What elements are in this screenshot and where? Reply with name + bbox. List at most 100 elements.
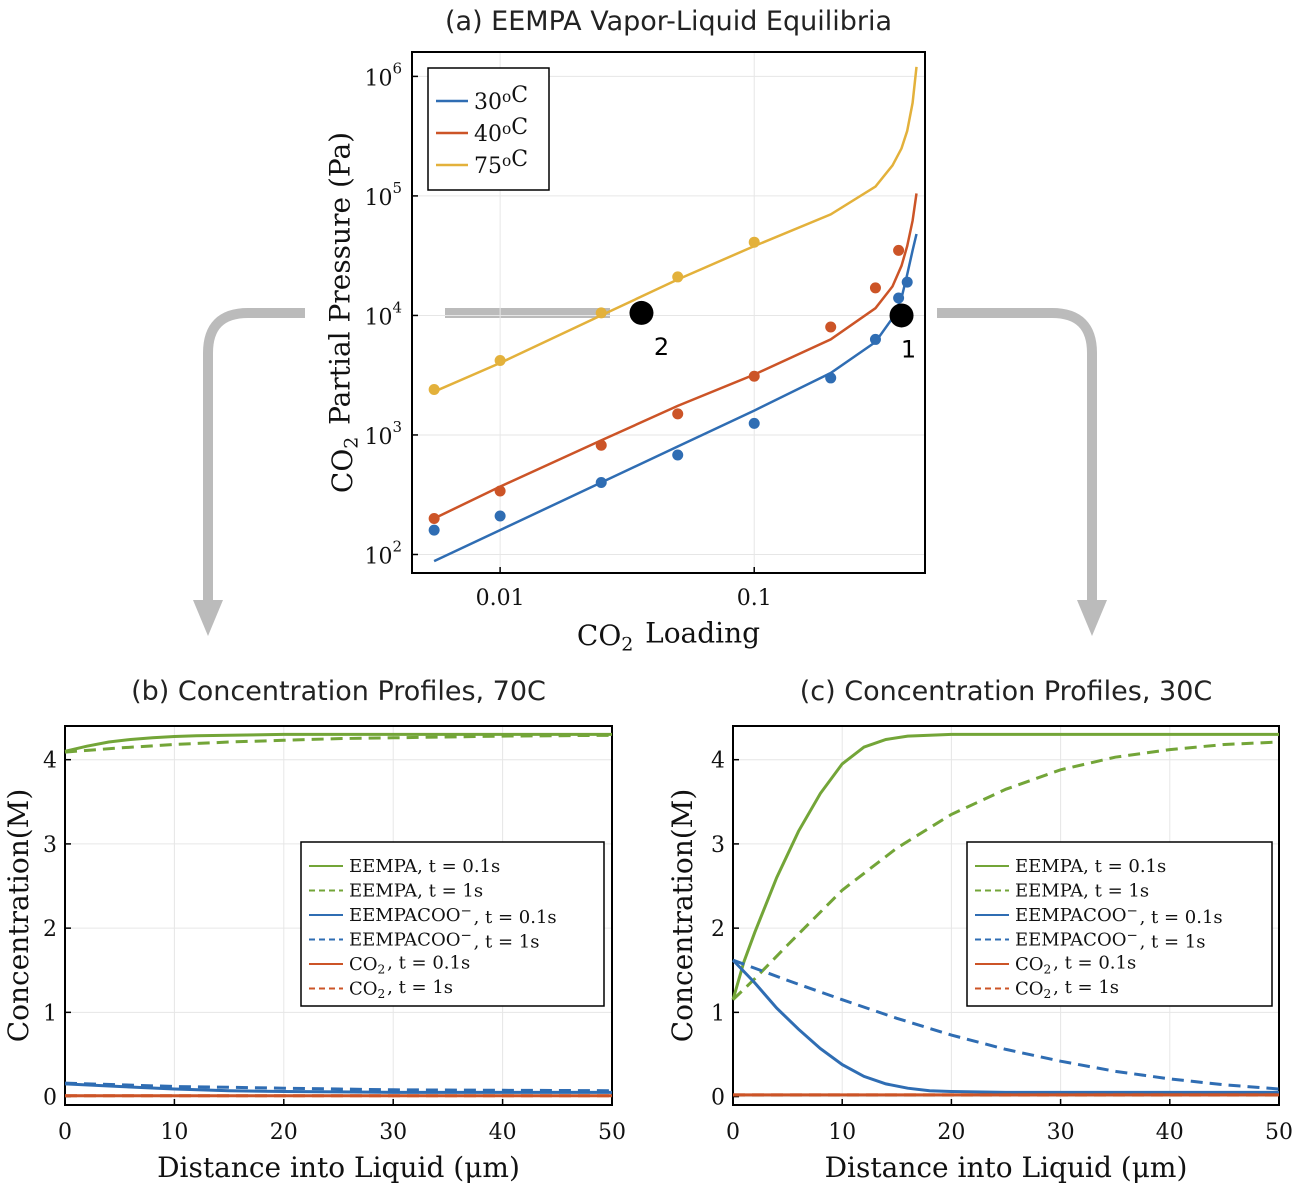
y-tick-label: 2 [43, 917, 57, 942]
panel-b-title: (b) Concentration Profiles, 70C [131, 676, 546, 707]
y-tick-label: 2 [711, 917, 725, 942]
x-tick-label: 0 [726, 1120, 740, 1145]
legend-entry: CO2 , t = 0.1s [349, 952, 470, 976]
legend-entry: EEMPA, t = 0.1s [349, 856, 500, 877]
legend-entry: CO2 , t = 0.1s [1015, 952, 1136, 976]
x-axis-label: CO2 Loading [577, 616, 760, 655]
legend-entry: 75oC [474, 147, 528, 179]
data-point [494, 354, 506, 366]
y-tick-label: 4 [43, 749, 57, 774]
panel-a-title: (a) EEMPA Vapor-Liquid Equilibria [445, 6, 892, 37]
x-tick-label: 10 [828, 1120, 856, 1145]
legend-entry: 40oC [474, 115, 528, 147]
operating-point-marker [889, 303, 914, 328]
legend-box [427, 67, 550, 191]
series-line-2 [433, 66, 918, 393]
data-point [672, 449, 684, 461]
y-tick-label: 106 [364, 59, 402, 91]
right-arrow-head [1077, 600, 1107, 636]
data-point [901, 276, 913, 288]
data-point [893, 292, 905, 304]
panel-a: (a) EEMPA Vapor-Liquid Equilibria 0.01 0.1… [323, 6, 926, 656]
x-tick-label: 30 [1047, 1120, 1075, 1145]
y-tick-label: 102 [364, 537, 402, 569]
plot-frame [411, 51, 926, 574]
x-tick-label: 20 [937, 1120, 965, 1145]
y-tick-label: 1 [43, 1001, 57, 1026]
data-point [672, 408, 684, 420]
series-line-3 [732, 958, 1280, 1091]
data-point [428, 524, 440, 536]
operating-point-label: 2 [654, 333, 669, 361]
legend-entry: CO2 , t = 1s [349, 977, 453, 1001]
x-tick-label: 20 [270, 1120, 298, 1145]
y-tick-label: 103 [364, 418, 402, 450]
series-line-1 [64, 733, 613, 754]
series-line-0 [64, 732, 612, 753]
left-arrow-path [203, 308, 305, 602]
right-arrow-path [937, 308, 1097, 602]
data-point [494, 485, 506, 497]
y-tick-label: 3 [711, 833, 725, 858]
data-point [595, 439, 607, 451]
data-point [748, 236, 760, 248]
data-point [595, 477, 607, 489]
plot-frame [64, 725, 613, 1106]
y-axis-label: CO2 Partial Pressure (Pa) [323, 132, 362, 493]
legend-entry: 30oC [474, 83, 528, 115]
data-point [869, 333, 881, 345]
x-tick-label: 0 [58, 1120, 72, 1145]
series-line-3 [64, 1081, 613, 1093]
x-tick-label: 40 [1156, 1120, 1184, 1145]
legend-entry: EEMPACOO− , t = 0.1s [349, 903, 557, 928]
data-point [672, 271, 684, 283]
legend-entry: EEMPACOO− , t = 0.1s [1015, 903, 1223, 928]
legend-entry: CO2 , t = 1s [1015, 977, 1119, 1001]
data-point [748, 370, 760, 382]
data-point [595, 307, 607, 319]
y-tick-label: 105 [364, 179, 402, 211]
left-arrow-head [193, 600, 223, 636]
x-tick-label: 0.1 [737, 586, 772, 611]
legend-box [300, 841, 605, 1007]
legend-entry: EEMPA, t = 1s [349, 881, 483, 902]
legend-entry: EEMPACOO− , t = 1s [349, 927, 539, 952]
legend-entry: EEMPA, t = 0.1s [1015, 856, 1166, 877]
y-axis-label: Concentration(M) [666, 789, 699, 1043]
data-point [825, 372, 837, 384]
legend-box [966, 841, 1273, 1007]
panel-c-title: (c) Concentration Profiles, 30C [800, 676, 1212, 707]
y-tick-label: 3 [43, 833, 57, 858]
x-tick-label: 50 [1265, 1120, 1293, 1145]
y-tick-label: 0 [711, 1086, 725, 1111]
y-tick-label: 1 [711, 1001, 725, 1026]
data-point [748, 417, 760, 429]
operating-point-label: 1 [901, 335, 916, 363]
legend-entry: EEMPACOO− , t = 1s [1015, 927, 1205, 952]
x-tick-label: 40 [489, 1120, 517, 1145]
series-line-0 [433, 233, 918, 563]
data-point [869, 282, 881, 294]
data-point [494, 510, 506, 522]
x-tick-label: 30 [379, 1120, 407, 1145]
y-tick-label: 0 [43, 1086, 57, 1111]
y-axis-label: Concentration(M) [2, 789, 35, 1043]
legend-entry: EEMPA, t = 1s [1015, 881, 1149, 902]
operating-point-marker [629, 300, 654, 325]
x-tick-label: 50 [598, 1120, 626, 1145]
x-axis-label: Distance into Liquid (μm) [825, 1151, 1188, 1184]
x-tick-label: 0.01 [476, 586, 525, 611]
data-point [825, 321, 837, 333]
x-axis-label: Distance into Liquid (μm) [157, 1151, 520, 1184]
series-line-1 [433, 193, 918, 520]
y-tick-label: 4 [711, 749, 725, 774]
series-line-2 [731, 959, 1279, 1094]
x-tick-label: 10 [160, 1120, 188, 1145]
series-line-0 [731, 732, 1279, 1001]
